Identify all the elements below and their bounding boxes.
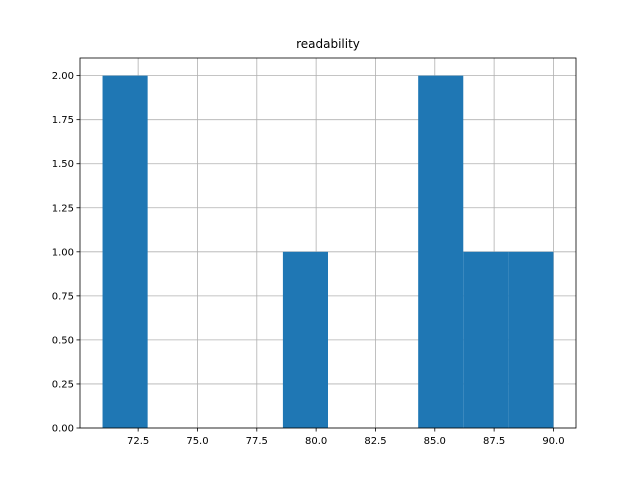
x-tick-label: 75.0 [186, 436, 208, 447]
y-tick-label: 1.25 [52, 203, 74, 214]
y-tick-label: 0.50 [52, 335, 74, 346]
histogram-bars [102, 75, 554, 428]
x-tick-label: 72.5 [127, 436, 149, 447]
y-tick-label: 1.50 [52, 159, 74, 170]
y-axis-ticks: 0.00 0.25 0.50 0.75 1.00 1.25 1.50 1.75 2.00 [52, 71, 80, 435]
x-tick-label: 90.0 [542, 436, 564, 447]
histogram-bar [463, 251, 509, 428]
plot-frame [79, 57, 577, 429]
y-tick-label: 1.75 [52, 115, 74, 126]
x-tick-label: 77.5 [246, 436, 268, 447]
y-tick-label: 0.75 [52, 291, 74, 302]
y-tick-label: 0.00 [52, 424, 74, 435]
histogram-bar [508, 251, 554, 428]
x-axis-ticks: 72.5 75.0 77.5 80.0 82.5 85.0 87.5 90.0 [127, 428, 565, 447]
y-tick-label: 0.25 [52, 379, 74, 390]
x-tick-label: 82.5 [364, 436, 386, 447]
x-tick-label: 80.0 [305, 436, 327, 447]
histogram-bar [102, 75, 148, 428]
x-tick-label: 85.0 [424, 436, 446, 447]
y-tick-label: 1.00 [52, 247, 74, 258]
histogram-bar [282, 251, 328, 428]
histogram-bar [418, 75, 464, 428]
y-tick-label: 2.00 [52, 71, 74, 82]
x-tick-label: 87.5 [483, 436, 505, 447]
chart-title: readability [296, 37, 360, 51]
